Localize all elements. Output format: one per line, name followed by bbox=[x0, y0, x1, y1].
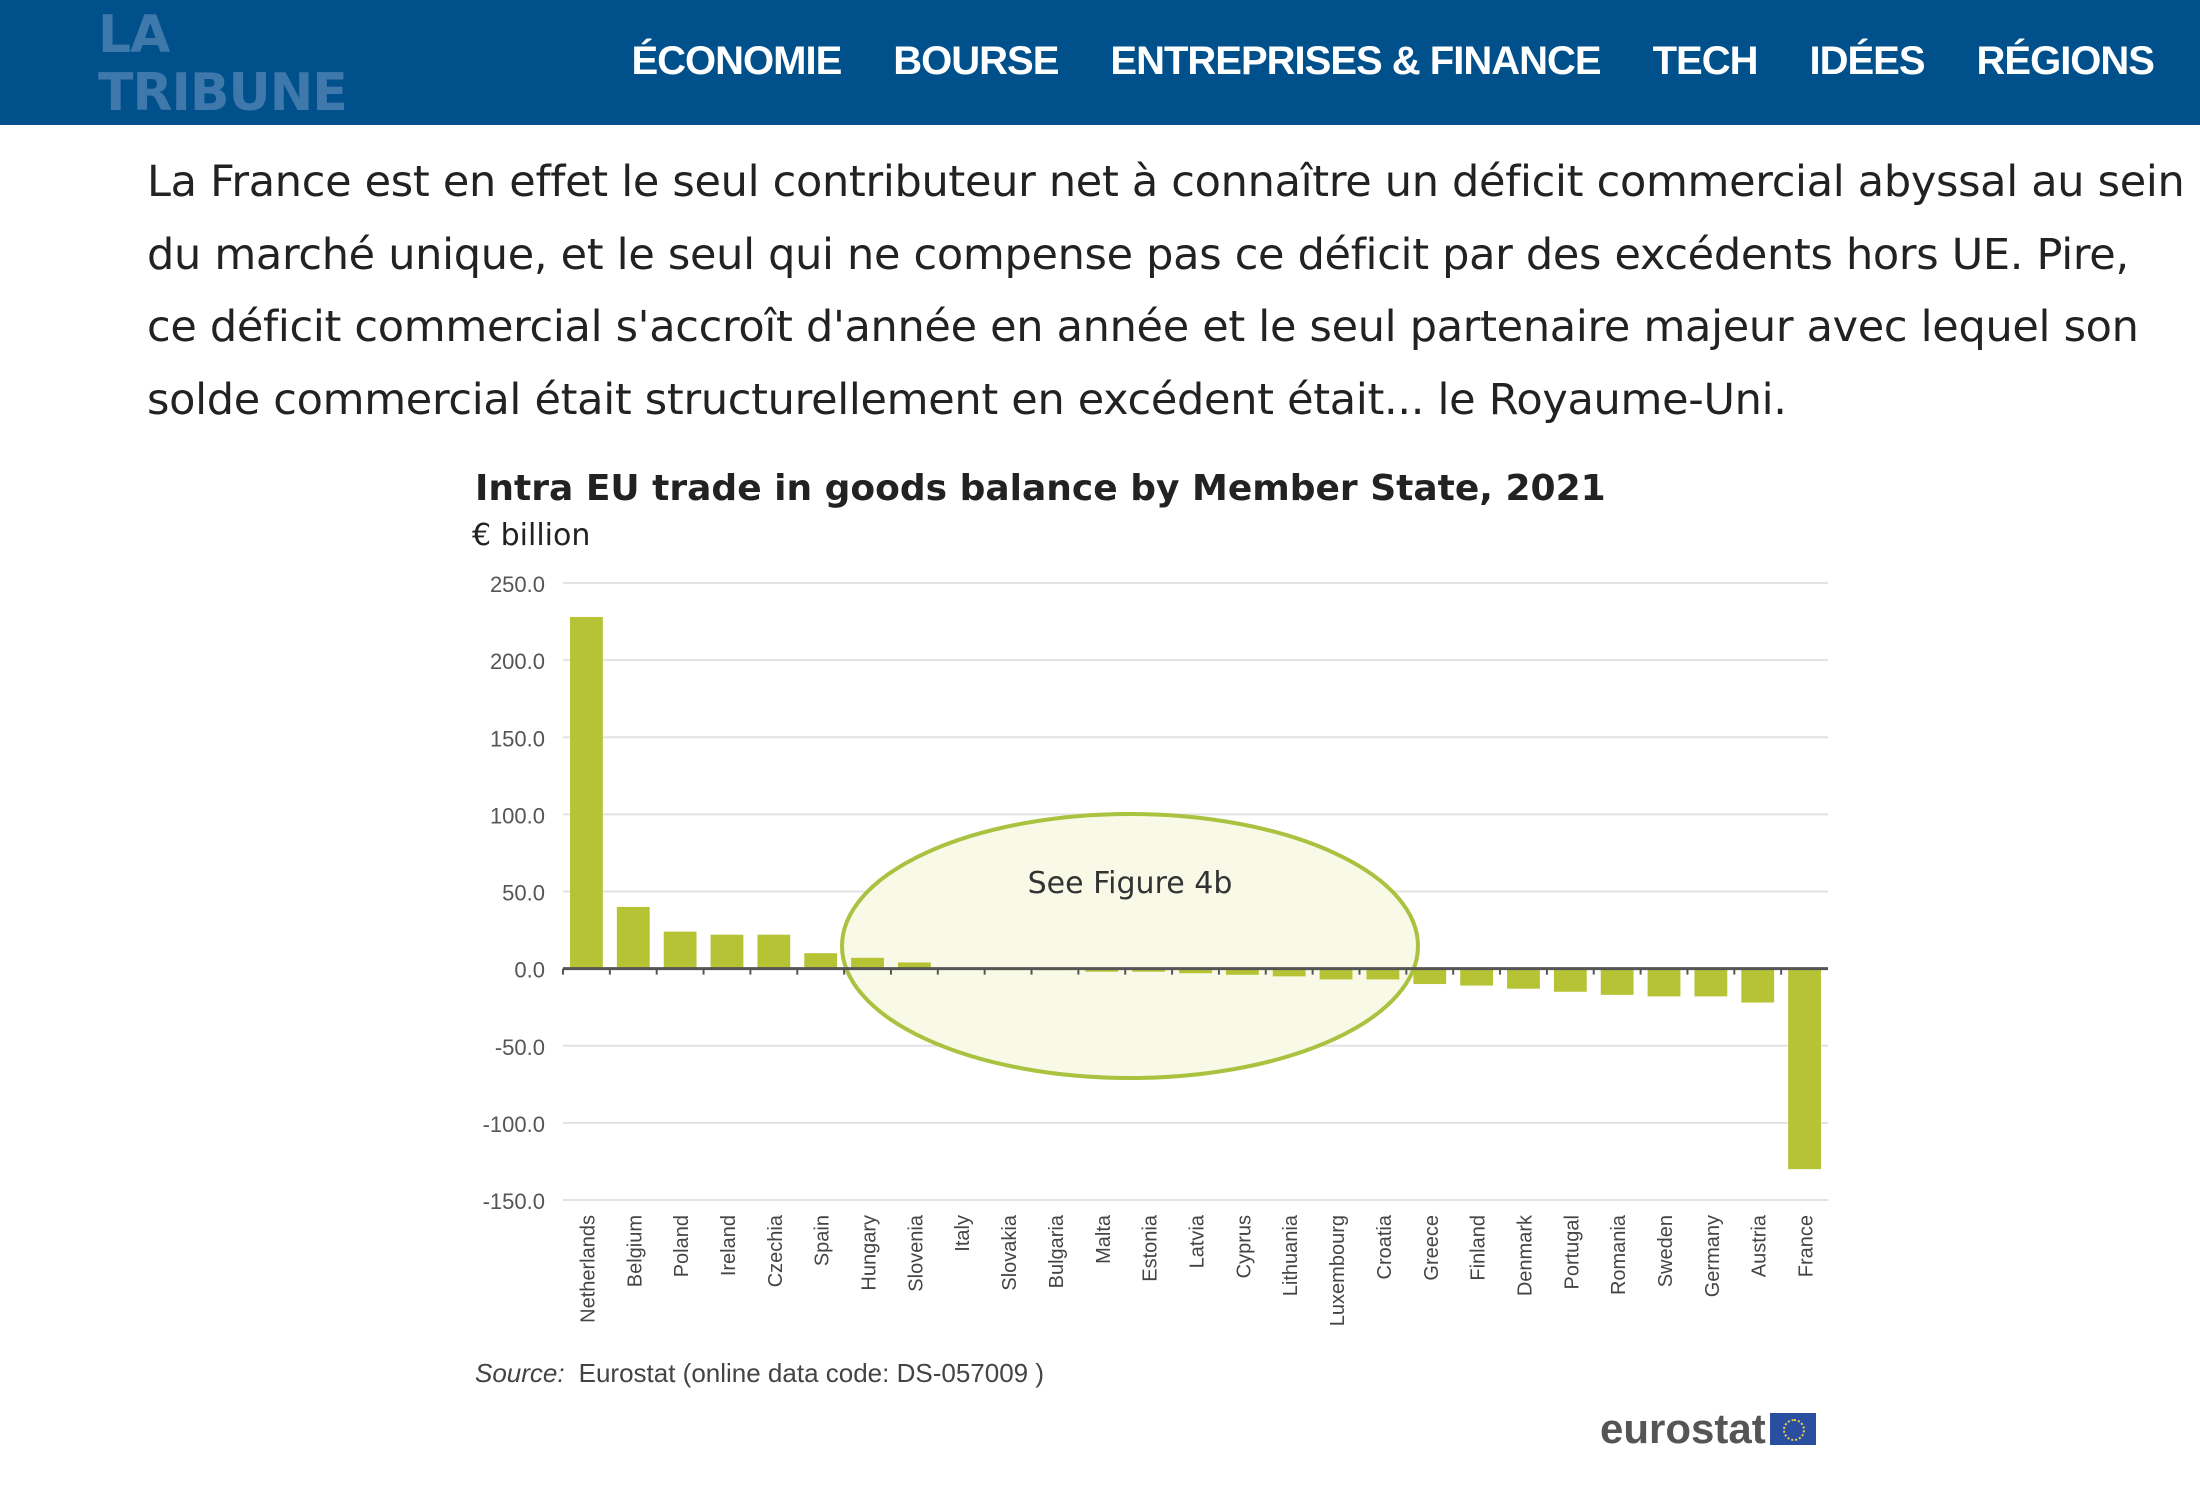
bar-greece bbox=[1413, 968, 1447, 985]
y-tick-label: 150.0 bbox=[490, 726, 545, 751]
x-tick-label: Slovakia bbox=[999, 1214, 1021, 1290]
y-tick-label: -150.0 bbox=[483, 1189, 545, 1214]
eu-flag-icon bbox=[1769, 1413, 1816, 1445]
bar-estonia bbox=[1132, 968, 1166, 972]
x-tick-label: Belgium bbox=[624, 1215, 646, 1287]
nav-regions[interactable]: RÉGIONS bbox=[1976, 39, 2155, 83]
x-tick-label: Malta bbox=[1093, 1214, 1115, 1264]
logo-line-2: TRIBUNE bbox=[98, 63, 348, 123]
y-tick-label: 0.0 bbox=[514, 958, 545, 983]
bar-germany bbox=[1694, 968, 1728, 997]
bar-netherlands bbox=[570, 616, 603, 969]
y-tick-label: 100.0 bbox=[490, 803, 545, 828]
site-header: LA TRIBUNE ÉCONOMIE BOURSE ENTREPRISES & … bbox=[0, 0, 2200, 125]
x-tick-label: Estonia bbox=[1140, 1214, 1162, 1282]
bar-latvia bbox=[1179, 968, 1212, 974]
x-tick-label: Bulgaria bbox=[1046, 1214, 1068, 1288]
bar-france bbox=[1788, 968, 1821, 1170]
bar-ireland bbox=[710, 934, 744, 969]
x-tick-label: France bbox=[1796, 1215, 1818, 1277]
x-tick-label: Hungary bbox=[859, 1215, 881, 1291]
bar-poland bbox=[663, 931, 697, 969]
y-tick-label: -100.0 bbox=[483, 1112, 545, 1137]
y-tick-label: 200.0 bbox=[490, 649, 545, 674]
bar-cyprus bbox=[1225, 968, 1259, 975]
x-tick-label: Lithuania bbox=[1280, 1214, 1302, 1296]
chart-unit: € billion bbox=[472, 518, 591, 553]
y-tick-label: 50.0 bbox=[502, 881, 545, 906]
x-tick-label: Czechia bbox=[765, 1214, 787, 1287]
bar-lithuania bbox=[1272, 968, 1306, 977]
annotation-label: See Figure 4b bbox=[1028, 866, 1233, 901]
x-tick-label: Portugal bbox=[1561, 1215, 1583, 1290]
x-tick-label: Poland bbox=[671, 1215, 693, 1277]
bar-croatia bbox=[1366, 968, 1400, 980]
nav-economie[interactable]: ÉCONOMIE bbox=[631, 39, 842, 83]
nav-bourse[interactable]: BOURSE bbox=[893, 39, 1059, 83]
chart-source: Source: Eurostat (online data code: DS-05… bbox=[475, 1358, 1044, 1389]
x-tick-label: Ireland bbox=[718, 1215, 740, 1276]
x-tick-label: Netherlands bbox=[577, 1215, 599, 1323]
nav-idees[interactable]: IDÉES bbox=[1809, 39, 1925, 83]
bar-belgium bbox=[616, 906, 650, 969]
bar-czechia bbox=[757, 934, 791, 969]
bar-austria bbox=[1741, 968, 1775, 1003]
bar-sweden bbox=[1647, 968, 1681, 997]
x-tick-label: Denmark bbox=[1514, 1214, 1536, 1296]
annotation-ellipse bbox=[840, 812, 1420, 1080]
bar-portugal bbox=[1553, 968, 1587, 992]
bar-malta bbox=[1085, 968, 1119, 972]
source-label: Source: bbox=[475, 1358, 565, 1388]
bar-luxembourg bbox=[1319, 968, 1353, 980]
x-tick-label: Slovenia bbox=[905, 1214, 927, 1292]
logo-line-1: LA bbox=[98, 5, 170, 65]
nav-entreprises-finance[interactable]: ENTREPRISES & FINANCE bbox=[1110, 39, 1601, 83]
nav-tech[interactable]: TECH bbox=[1652, 39, 1759, 83]
x-tick-label: Cyprus bbox=[1233, 1215, 1255, 1278]
bar-denmark bbox=[1507, 968, 1540, 989]
x-tick-label: Luxembourg bbox=[1327, 1215, 1349, 1326]
bar-hungary bbox=[851, 957, 884, 969]
bar-slovenia bbox=[897, 962, 931, 969]
x-tick-label: Spain bbox=[812, 1215, 834, 1266]
site-logo[interactable]: LA TRIBUNE bbox=[98, 5, 348, 123]
y-tick-label: 250.0 bbox=[490, 572, 545, 597]
article-paragraph: La France est en effet le seul contribut… bbox=[147, 157, 2185, 425]
x-tick-label: Latvia bbox=[1187, 1214, 1209, 1268]
x-tick-label: Germany bbox=[1702, 1215, 1724, 1297]
x-tick-label: Croatia bbox=[1374, 1214, 1396, 1279]
y-tick-label: -50.0 bbox=[495, 1035, 545, 1060]
eurostat-logo-text: eurostat bbox=[1600, 1405, 1766, 1452]
source-text: Eurostat (online data code: DS-057009 ) bbox=[578, 1358, 1045, 1388]
x-tick-label: Italy bbox=[952, 1215, 974, 1252]
bar-romania bbox=[1600, 968, 1634, 995]
eurostat-logo: eurostat bbox=[1600, 1405, 1816, 1453]
main-nav: ÉCONOMIE BOURSE ENTREPRISES & FINANCE TE… bbox=[631, 36, 2155, 86]
chart-title: Intra EU trade in goods balance by Membe… bbox=[475, 468, 1606, 509]
x-tick-label: Sweden bbox=[1655, 1215, 1677, 1287]
x-tick-label: Greece bbox=[1421, 1215, 1443, 1281]
x-tick-label: Austria bbox=[1749, 1214, 1771, 1277]
x-tick-label: Finland bbox=[1468, 1215, 1490, 1281]
bar-spain bbox=[804, 953, 838, 969]
x-tick-label: Romania bbox=[1608, 1214, 1630, 1295]
bar-finland bbox=[1460, 968, 1494, 986]
